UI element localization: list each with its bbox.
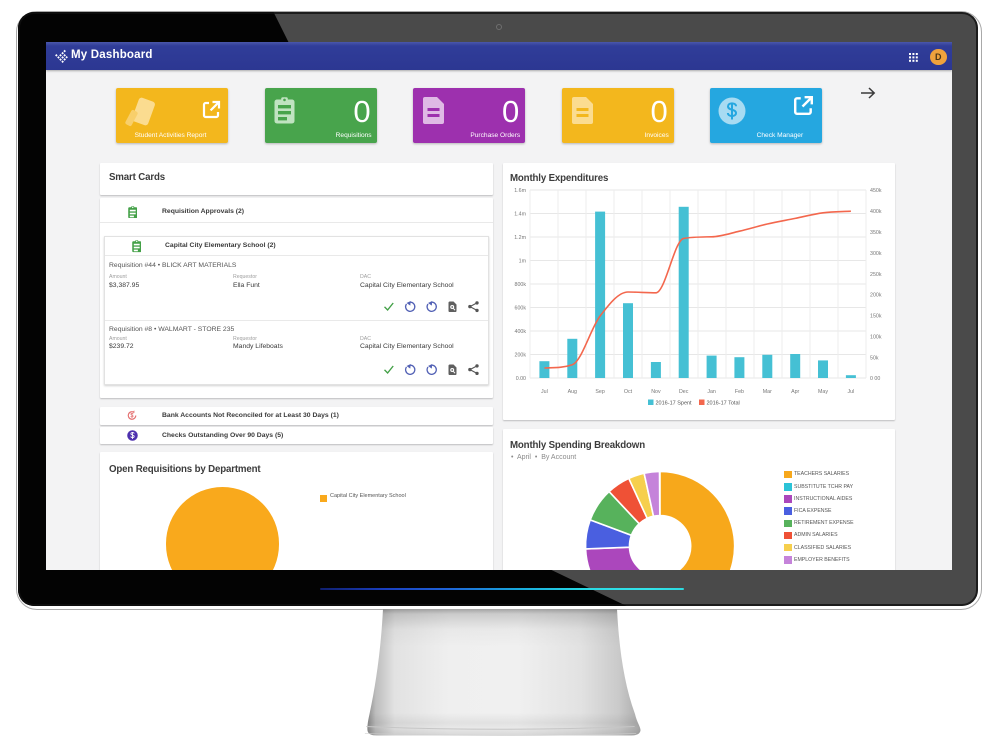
svg-text:50k: 50k (870, 355, 879, 361)
svg-text:2016-17 Total: 2016-17 Total (707, 400, 740, 406)
svg-text:300k: 300k (870, 251, 882, 257)
svg-text:1.4m: 1.4m (514, 212, 526, 218)
svg-text:400k: 400k (515, 329, 527, 335)
svg-text:Dec: Dec (679, 389, 689, 395)
svg-text:800k: 800k (515, 282, 527, 288)
svg-text:Mar: Mar (763, 389, 772, 395)
svg-text:200k: 200k (870, 293, 882, 299)
svg-text:Jul: Jul (848, 389, 855, 395)
svg-text:0.00: 0.00 (516, 376, 526, 382)
svg-text:Oct: Oct (624, 389, 633, 395)
svg-text:1.2m: 1.2m (514, 235, 526, 241)
svg-text:100k: 100k (870, 334, 882, 340)
svg-text:Sep: Sep (595, 389, 604, 395)
svg-text:200k: 200k (515, 353, 527, 359)
svg-text:600k: 600k (515, 306, 527, 312)
svg-text:Feb: Feb (735, 389, 744, 395)
svg-text:Jan: Jan (707, 389, 716, 395)
svg-text:150k: 150k (870, 314, 882, 320)
svg-text:Jul: Jul (541, 389, 548, 395)
svg-text:450k: 450k (870, 188, 882, 194)
svg-text:400k: 400k (870, 209, 882, 215)
svg-text:Nov: Nov (651, 389, 661, 395)
svg-text:1.6m: 1.6m (514, 188, 526, 194)
svg-text:Aug: Aug (568, 389, 577, 395)
svg-text:0 00: 0 00 (870, 376, 880, 382)
svg-text:Apr: Apr (791, 389, 799, 395)
svg-text:May: May (818, 389, 828, 395)
svg-text:250k: 250k (870, 272, 882, 278)
svg-text:1m: 1m (519, 259, 527, 265)
svg-text:2016-17 Spent: 2016-17 Spent (656, 400, 693, 406)
svg-text:350k: 350k (870, 230, 882, 236)
